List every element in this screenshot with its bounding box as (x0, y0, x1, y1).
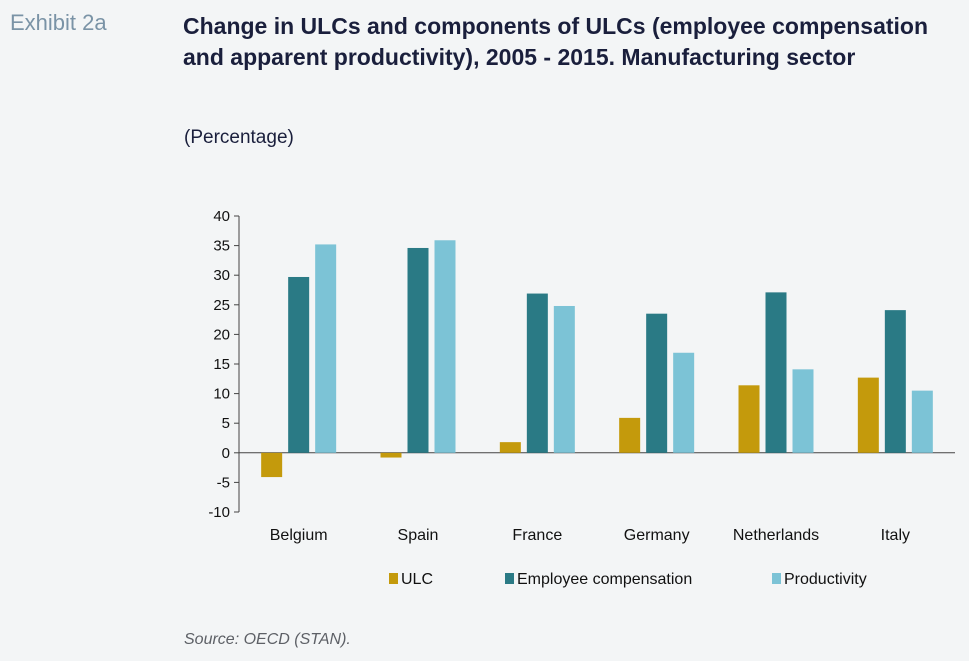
category-label: Netherlands (733, 527, 819, 544)
y-tick-label: -5 (217, 474, 230, 491)
bar-ulc (261, 452, 283, 478)
bar-ulc (738, 385, 760, 453)
chart-subtitle: (Percentage) (184, 127, 294, 148)
bar-employee-compensation (526, 293, 548, 453)
legend-label: Productivity (784, 571, 867, 588)
exhibit-label: Exhibit 2a (10, 10, 107, 35)
chart-title: Change in ULCs and components of ULCs (e… (183, 13, 929, 70)
bar-ulc (857, 377, 879, 453)
category-label: Germany (624, 527, 690, 544)
bar-productivity (792, 369, 814, 453)
category-label: Spain (398, 527, 439, 544)
y-tick-label: 0 (222, 445, 230, 462)
category-label: Italy (881, 527, 910, 544)
category-label: Belgium (270, 527, 328, 544)
legend-swatch (389, 573, 398, 584)
legend: ULC Employee compensation Productivity (389, 571, 867, 588)
source-note: Source: OECD (STAN). (184, 631, 351, 648)
y-tick-label: 10 (213, 386, 230, 403)
y-tick-label: 30 (213, 267, 230, 284)
category-label: France (512, 527, 562, 544)
bar-productivity (673, 352, 695, 453)
legend-swatch (505, 573, 514, 584)
bar-employee-compensation (884, 310, 906, 453)
legend-swatch (772, 573, 781, 584)
bar-employee-compensation (407, 247, 429, 453)
y-tick-label: -10 (208, 504, 230, 521)
y-tick-label: 40 (213, 208, 230, 225)
y-tick-label: 25 (213, 297, 230, 314)
bar-productivity (434, 240, 456, 453)
bar-productivity (315, 244, 337, 453)
y-tick-label: 5 (222, 415, 230, 432)
legend-label: ULC (401, 571, 433, 588)
bar-employee-compensation (765, 292, 787, 453)
legend-label: Employee compensation (517, 571, 692, 588)
bar-ulc (499, 442, 521, 453)
bar-productivity (553, 305, 575, 453)
bar-employee-compensation (288, 276, 310, 453)
y-tick-label: 15 (213, 356, 230, 373)
bar-productivity (911, 390, 933, 453)
bars (261, 240, 933, 478)
bar-employee-compensation (646, 313, 668, 453)
bar-ulc (380, 452, 402, 458)
category-labels: Belgium Spain France Germany Netherlands Ital… (270, 527, 910, 544)
bar-ulc (619, 417, 641, 453)
y-tick-label: 20 (213, 326, 230, 343)
y-axis: 40 35 30 25 20 15 10 5 0 -5 -10 (208, 208, 955, 521)
y-tick-label: 35 (213, 238, 230, 255)
